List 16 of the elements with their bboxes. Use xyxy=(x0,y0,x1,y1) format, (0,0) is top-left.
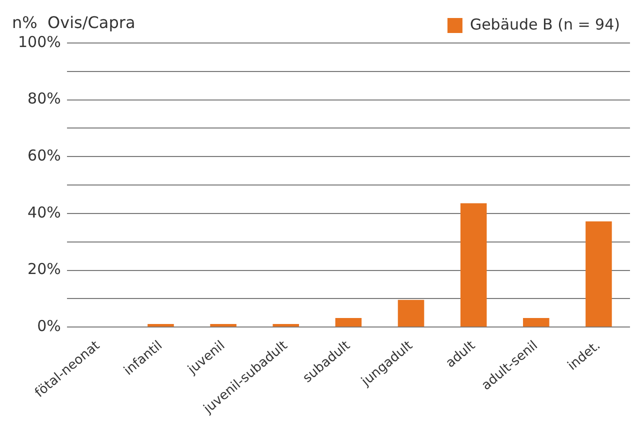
y-tick-label: 0% xyxy=(37,317,61,336)
y-tick-label: 100% xyxy=(18,32,61,51)
y-tick-label: 60% xyxy=(28,146,61,165)
bar xyxy=(586,221,612,327)
bar xyxy=(272,324,300,327)
y-tick-label: 20% xyxy=(28,260,61,278)
bar xyxy=(460,203,487,327)
bar xyxy=(523,318,550,327)
bar xyxy=(398,300,424,327)
y-tick-label: 80% xyxy=(28,90,61,108)
y-tick-label: 40% xyxy=(28,203,61,222)
bar xyxy=(335,318,362,327)
y-axis-title: n% Ovis/Capra xyxy=(12,13,136,32)
legend-label: Gebäude B (n = 94) xyxy=(470,15,620,34)
bar xyxy=(148,324,174,327)
bar xyxy=(210,324,236,327)
